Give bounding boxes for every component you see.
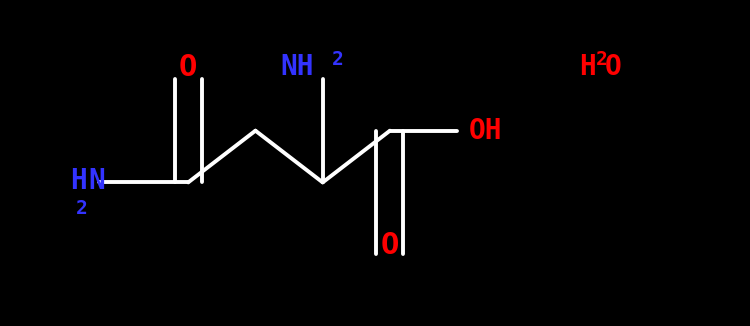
Text: O: O bbox=[381, 231, 399, 260]
Text: H: H bbox=[70, 167, 87, 195]
Text: OH: OH bbox=[469, 117, 502, 145]
Text: 2: 2 bbox=[76, 199, 87, 217]
Text: O: O bbox=[605, 53, 622, 81]
Text: H: H bbox=[579, 53, 596, 81]
Text: O: O bbox=[179, 53, 197, 82]
Text: N: N bbox=[88, 167, 105, 195]
Text: NH: NH bbox=[280, 53, 314, 81]
Text: 2: 2 bbox=[596, 50, 608, 69]
Text: 2: 2 bbox=[332, 50, 344, 69]
